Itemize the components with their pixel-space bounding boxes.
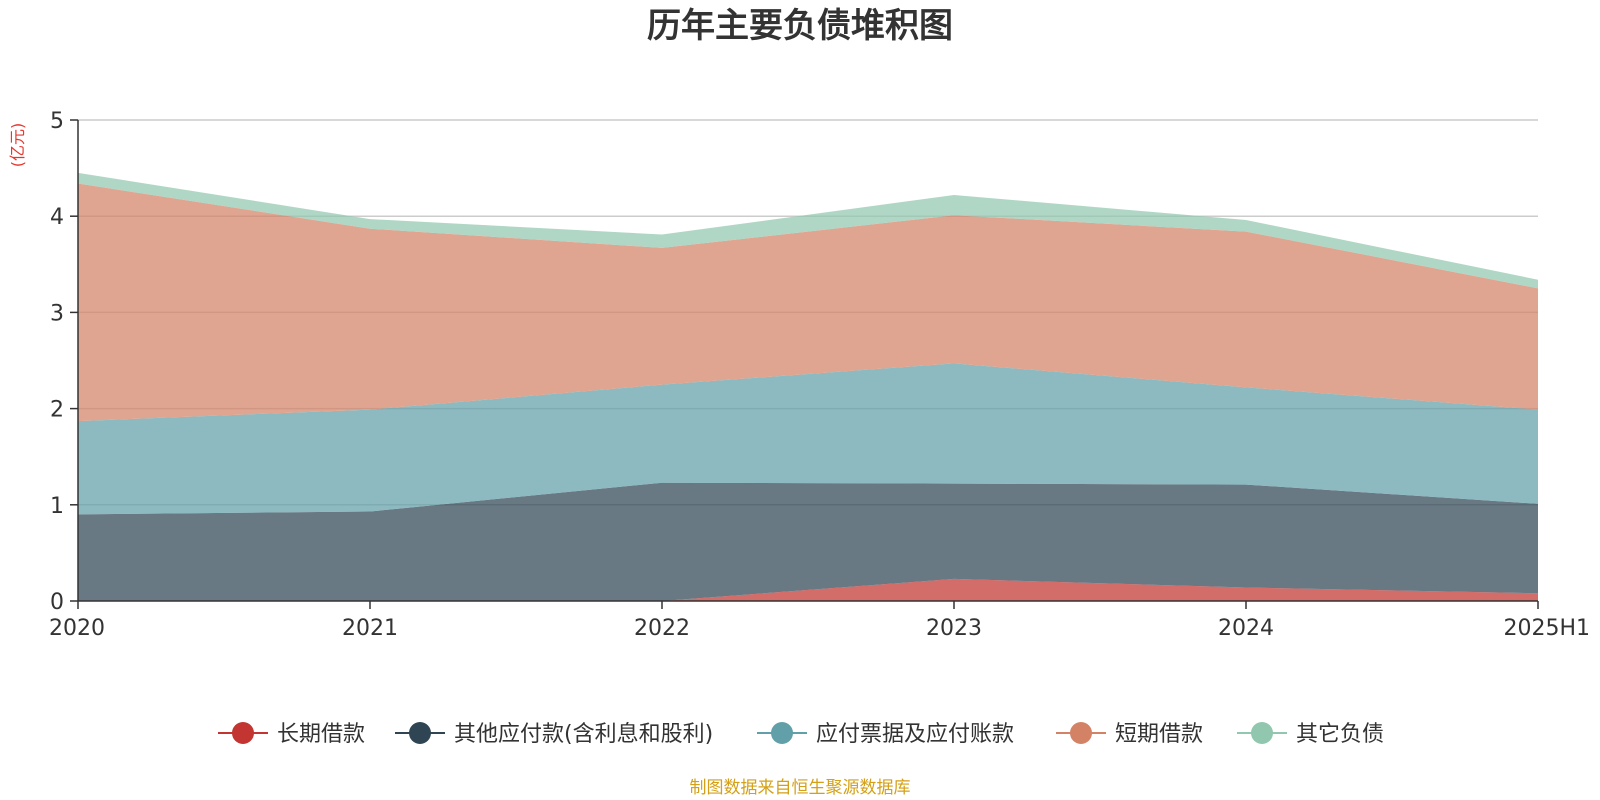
chart-title: 历年主要负债堆积图 bbox=[647, 6, 953, 46]
legend-marker bbox=[1251, 722, 1273, 744]
legend-label: 其它负债 bbox=[1296, 722, 1384, 747]
y-tick-label: 2 bbox=[50, 398, 64, 423]
source-note: 制图数据来自恒生聚源数据库 bbox=[690, 778, 911, 798]
y-tick-label: 1 bbox=[50, 494, 64, 519]
legend-marker bbox=[771, 722, 793, 744]
x-tick-label: 2021 bbox=[342, 616, 398, 641]
area-series-2 bbox=[78, 363, 1538, 515]
x-tick-label: 2025H1 bbox=[1503, 616, 1590, 641]
x-tick-label: 2020 bbox=[49, 616, 105, 641]
x-tick-label: 2022 bbox=[634, 616, 690, 641]
y-tick-label: 4 bbox=[50, 205, 64, 230]
stacked-areas bbox=[77, 172, 1539, 602]
legend-label: 应付票据及应付账款 bbox=[816, 722, 1014, 747]
axes: 0 1 2 3 4 5 2020 2021 2022 2023 2024 2025H1 bbox=[49, 109, 1590, 641]
x-tick-label: 2023 bbox=[926, 616, 982, 641]
area-series-4 bbox=[78, 172, 1538, 289]
area-series-3 bbox=[78, 183, 1538, 422]
y-tick-label: 3 bbox=[50, 301, 64, 326]
legend-marker bbox=[232, 722, 254, 744]
legend-item-3[interactable]: 短期借款 bbox=[1056, 722, 1203, 747]
y-tick-label: 0 bbox=[50, 590, 64, 615]
area-series-1 bbox=[78, 482, 1538, 601]
legend-item-4[interactable]: 其它负债 bbox=[1237, 722, 1384, 747]
x-tick-label: 2024 bbox=[1218, 616, 1274, 641]
legend-label: 其他应付款(含利息和股利) bbox=[454, 722, 713, 747]
legend-marker bbox=[1070, 722, 1092, 744]
legend-label: 长期借款 bbox=[277, 722, 365, 747]
legend-item-1[interactable]: 其他应付款(含利息和股利) bbox=[395, 722, 713, 747]
legend-item-0[interactable]: 长期借款 bbox=[218, 722, 365, 747]
legend-marker bbox=[409, 722, 431, 744]
legend-label: 短期借款 bbox=[1115, 722, 1203, 747]
y-axis-unit-label: (亿元) bbox=[8, 123, 27, 168]
legend-item-2[interactable]: 应付票据及应付账款 bbox=[757, 722, 1014, 747]
y-tick-label: 5 bbox=[50, 109, 64, 134]
legend: 长期借款 其他应付款(含利息和股利) 应付票据及应付账款 短期借款 其它负债 bbox=[218, 722, 1384, 747]
